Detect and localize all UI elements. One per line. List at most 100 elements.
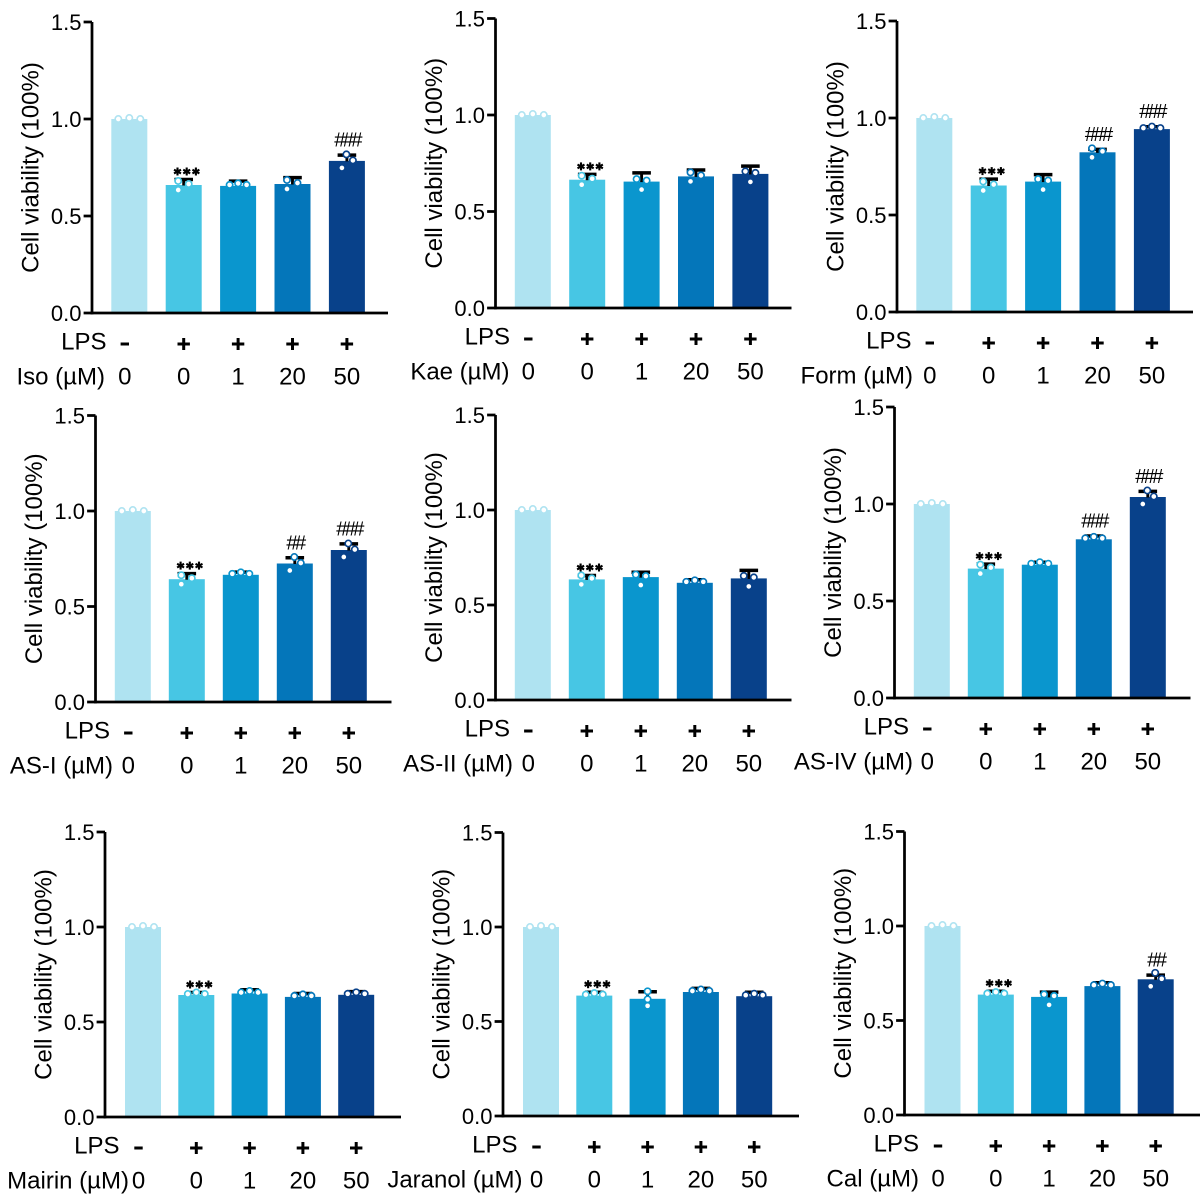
svg-text:0: 0 [122, 753, 135, 780]
svg-text:0.0: 0.0 [856, 300, 887, 325]
svg-text:0.5: 0.5 [51, 204, 82, 229]
svg-text:0.0: 0.0 [853, 686, 884, 711]
svg-text:0: 0 [921, 749, 934, 776]
svg-text:1.0: 1.0 [64, 915, 95, 940]
svg-text:1.0: 1.0 [863, 914, 894, 939]
svg-text:1: 1 [231, 364, 244, 391]
svg-text:0: 0 [979, 749, 992, 776]
svg-text:Cell viability (100%): Cell viability (100%) [21, 453, 48, 664]
svg-text:1.5: 1.5 [454, 403, 485, 428]
svg-text:##: ## [286, 531, 306, 554]
svg-text:###: ### [336, 517, 365, 540]
svg-text:1.0: 1.0 [454, 103, 485, 128]
svg-text:Jaranol (µM): Jaranol (µM) [387, 1167, 522, 1194]
svg-text:1.5: 1.5 [454, 6, 485, 31]
svg-text:0.5: 0.5 [462, 1009, 493, 1034]
svg-text:50: 50 [335, 753, 362, 780]
svg-text:LPS: LPS [866, 327, 911, 354]
svg-text:1: 1 [1033, 749, 1046, 776]
svg-text:1.0: 1.0 [856, 106, 887, 131]
svg-text:LPS: LPS [465, 715, 510, 742]
svg-text:Cal (µM): Cal (µM) [827, 1166, 919, 1193]
svg-text:Cell viability (100%): Cell viability (100%) [820, 447, 847, 658]
svg-text:0: 0 [180, 753, 193, 780]
svg-text:LPS: LPS [874, 1130, 919, 1157]
svg-text:0.5: 0.5 [454, 199, 485, 224]
svg-text:Cell viability (100%): Cell viability (100%) [18, 62, 45, 273]
svg-text:Cell viability (100%): Cell viability (100%) [31, 869, 58, 1080]
svg-text:###: ### [1139, 100, 1168, 123]
svg-text:1.0: 1.0 [462, 915, 493, 940]
svg-text:1: 1 [1042, 1166, 1055, 1193]
svg-text:0.0: 0.0 [54, 690, 85, 715]
svg-text:0.0: 0.0 [863, 1103, 894, 1128]
svg-text:1: 1 [634, 751, 647, 778]
svg-text:LPS: LPS [465, 323, 510, 350]
svg-text:1.5: 1.5 [462, 820, 493, 845]
svg-text:1.5: 1.5 [853, 395, 884, 420]
svg-text:Cell viability (100%): Cell viability (100%) [830, 868, 857, 1079]
svg-text:0.0: 0.0 [51, 301, 82, 326]
svg-text:20: 20 [683, 359, 710, 386]
svg-text:1.0: 1.0 [54, 499, 85, 524]
svg-text:50: 50 [737, 359, 764, 386]
svg-text:LPS: LPS [65, 717, 110, 744]
svg-text:0: 0 [581, 359, 594, 386]
svg-text:1.5: 1.5 [863, 819, 894, 844]
svg-text:AS-I (µM): AS-I (µM) [10, 753, 113, 780]
svg-text:Kae (µM): Kae (µM) [410, 359, 509, 386]
svg-text:0.5: 0.5 [64, 1010, 95, 1035]
svg-text:LPS: LPS [74, 1132, 119, 1159]
svg-text:0: 0 [923, 363, 936, 390]
svg-text:1: 1 [635, 359, 648, 386]
svg-text:1.0: 1.0 [454, 498, 485, 523]
svg-text:0: 0 [530, 1167, 543, 1194]
svg-text:0.0: 0.0 [454, 688, 485, 713]
svg-text:##: ## [1147, 949, 1167, 972]
svg-text:0.5: 0.5 [54, 594, 85, 619]
svg-text:50: 50 [334, 364, 361, 391]
svg-text:1: 1 [1036, 363, 1049, 390]
svg-text:1: 1 [641, 1167, 654, 1194]
svg-text:Iso (µM): Iso (µM) [17, 364, 106, 391]
svg-text:0.0: 0.0 [64, 1105, 95, 1130]
svg-text:50: 50 [343, 1168, 370, 1195]
svg-text:0: 0 [190, 1168, 203, 1195]
svg-text:###: ### [1135, 465, 1164, 488]
svg-text:0: 0 [522, 751, 535, 778]
svg-text:0: 0 [580, 751, 593, 778]
svg-text:###: ### [1085, 123, 1114, 146]
svg-text:1.0: 1.0 [51, 107, 82, 132]
svg-text:50: 50 [735, 751, 762, 778]
svg-text:20: 20 [681, 751, 708, 778]
svg-text:20: 20 [279, 364, 306, 391]
svg-text:20: 20 [281, 753, 308, 780]
svg-text:0.0: 0.0 [454, 296, 485, 321]
svg-text:0.5: 0.5 [856, 203, 887, 228]
svg-text:50: 50 [1142, 1166, 1169, 1193]
svg-text:1.0: 1.0 [853, 492, 884, 517]
svg-text:1.5: 1.5 [54, 403, 85, 428]
svg-text:1.5: 1.5 [64, 820, 95, 845]
svg-text:0: 0 [989, 1166, 1002, 1193]
svg-text:50: 50 [741, 1167, 768, 1194]
svg-text:Form (µM): Form (µM) [801, 363, 913, 390]
svg-text:LPS: LPS [864, 713, 909, 740]
svg-text:AS-II (µM): AS-II (µM) [403, 751, 513, 778]
svg-text:0: 0 [931, 1166, 944, 1193]
svg-text:0.0: 0.0 [462, 1104, 493, 1129]
svg-text:Cell viability (100%): Cell viability (100%) [823, 61, 850, 272]
svg-text:###: ### [1081, 510, 1110, 533]
svg-text:20: 20 [688, 1167, 715, 1194]
svg-text:1: 1 [243, 1168, 256, 1195]
svg-text:20: 20 [1080, 749, 1107, 776]
svg-text:50: 50 [1134, 749, 1161, 776]
svg-text:Mairin (µM): Mairin (µM) [7, 1168, 129, 1195]
svg-text:LPS: LPS [472, 1131, 517, 1158]
svg-text:0: 0 [522, 359, 535, 386]
svg-text:1.5: 1.5 [51, 10, 82, 35]
svg-text:AS-IV (µM): AS-IV (µM) [794, 749, 913, 776]
svg-text:0: 0 [132, 1168, 145, 1195]
svg-text:0: 0 [177, 364, 190, 391]
svg-text:0: 0 [982, 363, 995, 390]
